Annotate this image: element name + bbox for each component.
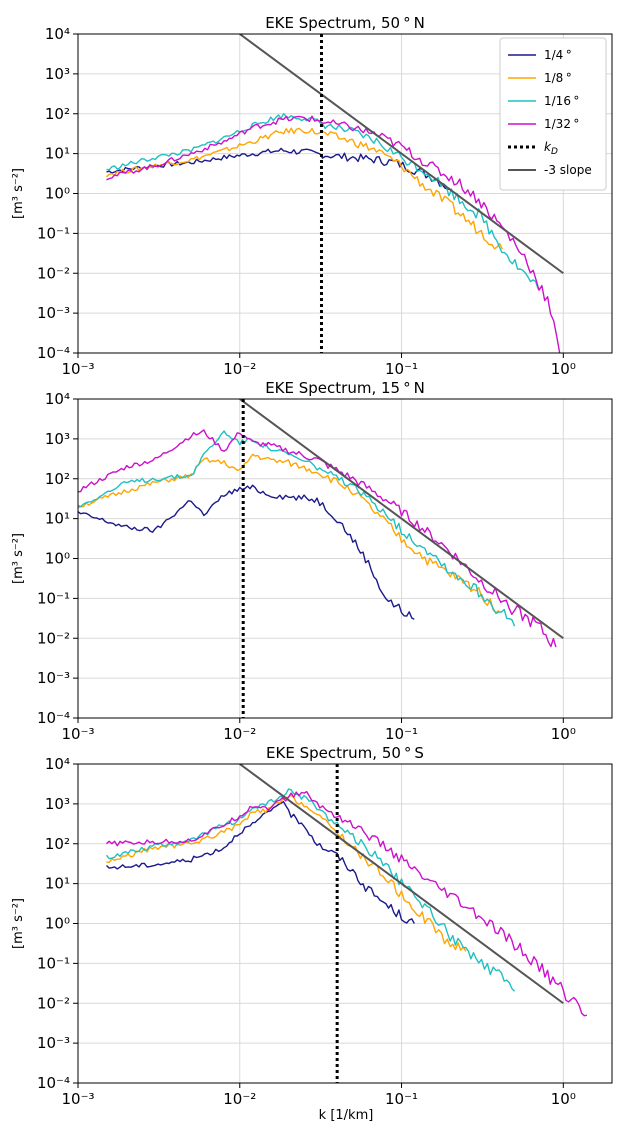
- x-tick-label: 10⁻²: [223, 725, 256, 743]
- plot-area: [106, 34, 564, 353]
- y-tick-label: 10⁻³: [37, 669, 70, 687]
- panels: 10⁻³ 10⁻² 10⁻¹ 10⁰10⁻⁴10⁻³10⁻²10⁻¹10⁰10¹10²…: [11, 14, 613, 1108]
- legend-label: 1/32 °: [544, 117, 579, 131]
- legend-label: kD: [544, 140, 558, 157]
- y-tick-label: 10¹: [45, 145, 70, 163]
- series-line-1-4-: [106, 801, 415, 924]
- y-tick-label: 10¹: [45, 510, 70, 528]
- series-line-1-8-: [106, 794, 467, 952]
- y-tick-label: 10¹: [45, 875, 70, 893]
- panel-title: EKE Spectrum, 50 ° S: [266, 744, 424, 762]
- x-axis-label: k [1/km]: [319, 1108, 374, 1123]
- legend-label: 1/4 °: [544, 48, 572, 62]
- x-tick-label: 10⁻¹: [385, 1090, 418, 1108]
- slope-line: [239, 764, 564, 1005]
- y-tick-label: 10⁴: [45, 755, 70, 773]
- y-tick-label: 10⁰: [45, 185, 70, 203]
- panel-1: 10⁻³ 10⁻² 10⁻¹ 10⁰10⁻⁴10⁻³10⁻²10⁻¹10⁰10¹10²…: [11, 14, 613, 378]
- legend-box: [499, 37, 607, 191]
- panel-2: 10⁻³ 10⁻² 10⁻¹ 10⁰10⁻⁴10⁻³10⁻²10⁻¹10⁰10¹10²…: [11, 379, 613, 743]
- series-line-1-4-: [106, 147, 451, 191]
- x-tick-label: 10⁻²: [223, 360, 256, 378]
- y-tick-label: 10⁻¹: [37, 224, 70, 242]
- series-line-1-32-: [106, 790, 588, 1017]
- legend-label: 1/8 °: [544, 71, 572, 85]
- series-line-1-4-: [78, 484, 415, 620]
- y-axis-label: [m³ s⁻²]: [11, 533, 26, 584]
- axes-frame: [77, 763, 613, 1084]
- y-tick-label: 10⁴: [45, 25, 70, 43]
- y-tick-label: 10⁻³: [37, 304, 70, 322]
- y-tick-label: 10⁻²: [37, 264, 70, 282]
- y-tick-label: 10²: [45, 835, 70, 853]
- series-line-1-32-: [78, 429, 557, 648]
- x-tick-label: 10⁰: [551, 725, 576, 743]
- series-line-1-8-: [78, 453, 500, 614]
- x-tick-label: 10⁰: [551, 1090, 576, 1108]
- y-tick-label: 10⁻¹: [37, 954, 70, 972]
- y-tick-label: 10³: [45, 430, 70, 448]
- y-tick-label: 10⁻⁴: [37, 1074, 70, 1092]
- y-axis-label: [m³ s⁻²]: [11, 898, 26, 949]
- x-tick-label: 10⁰: [551, 360, 576, 378]
- series-line-1-16-: [105, 788, 516, 992]
- axes-frame: [77, 398, 613, 719]
- slope-line: [239, 34, 564, 275]
- y-tick-label: 10²: [45, 470, 70, 488]
- x-tick-label: 10⁻³: [61, 725, 94, 743]
- panel-title: EKE Spectrum, 15 ° N: [265, 379, 425, 397]
- y-axis-label: [m³ s⁻²]: [11, 168, 26, 219]
- panel-title: EKE Spectrum, 50 ° N: [265, 14, 425, 32]
- x-tick-label: 10⁻³: [61, 360, 94, 378]
- y-tick-label: 10⁻³: [37, 1034, 70, 1052]
- slope-line: [239, 399, 564, 640]
- x-tick-label: 10⁻¹: [385, 725, 418, 743]
- x-tick-label: 10⁻³: [61, 1090, 94, 1108]
- y-tick-label: 10⁴: [45, 390, 70, 408]
- x-tick-label: 10⁻¹: [385, 360, 418, 378]
- y-tick-label: 10⁻⁴: [37, 344, 70, 362]
- legend: 1/4 ° 1/8 ° 1/16 ° 1/32 ° kD -3 slope: [499, 37, 607, 191]
- y-tick-label: 10⁻²: [37, 629, 70, 647]
- series-line-1-8-: [106, 127, 504, 250]
- axes-frame: [77, 33, 613, 354]
- plot-area: [105, 764, 588, 1083]
- y-tick-label: 10⁻²: [37, 994, 70, 1012]
- y-tick-label: 10³: [45, 795, 70, 813]
- y-tick-label: 10⁻¹: [37, 589, 70, 607]
- y-tick-label: 10²: [45, 105, 70, 123]
- y-tick-label: 10⁰: [45, 550, 70, 568]
- legend-label: 1/16 °: [544, 94, 579, 108]
- legend-label: -3 slope: [544, 163, 592, 177]
- panel-3: 10⁻³ 10⁻² 10⁻¹ 10⁰10⁻⁴10⁻³10⁻²10⁻¹10⁰10¹10²…: [11, 744, 613, 1108]
- y-tick-label: 10⁻⁴: [37, 709, 70, 727]
- y-tick-label: 10³: [45, 65, 70, 83]
- plot-area: [78, 399, 564, 718]
- series-line-1-32-: [106, 115, 561, 353]
- series-line-1-16-: [78, 430, 516, 627]
- x-tick-label: 10⁻²: [223, 1090, 256, 1108]
- y-tick-label: 10⁰: [45, 915, 70, 933]
